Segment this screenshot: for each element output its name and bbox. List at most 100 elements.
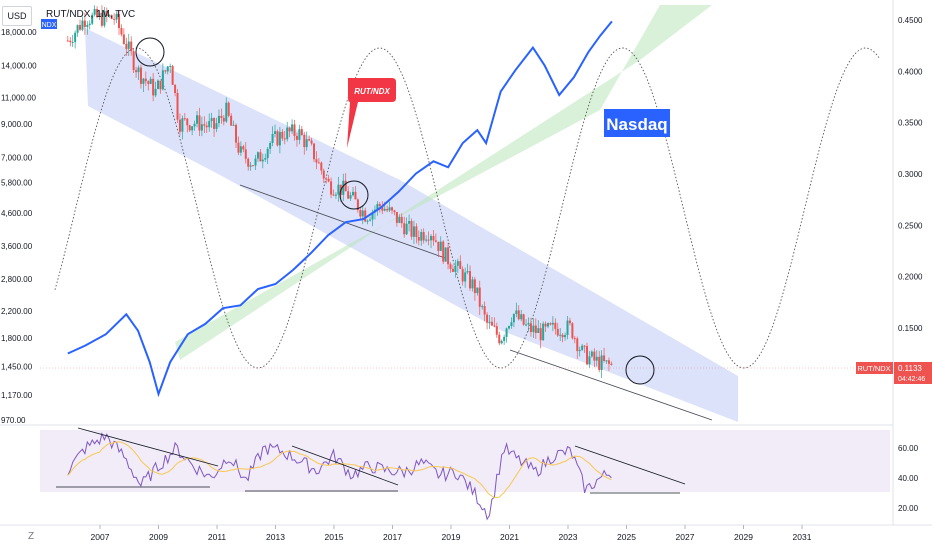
- candle-body: [205, 125, 208, 128]
- candle-body: [149, 78, 152, 84]
- candle-body: [79, 25, 82, 30]
- time-tick-label: 2017: [383, 532, 402, 542]
- left-tick-label: 2,800.00: [1, 275, 33, 284]
- highlight-circle-2024: [625, 355, 655, 385]
- zoom-button[interactable]: Z: [28, 531, 35, 542]
- candle-body: [517, 310, 520, 320]
- candle-body: [317, 162, 320, 164]
- candle-body: [249, 165, 252, 167]
- left-tick-label: 970.00: [1, 416, 26, 425]
- chart-title: RUT/NDX, 1M, TVC: [46, 9, 135, 20]
- candle-body: [313, 143, 316, 160]
- candle-body: [459, 261, 462, 269]
- candle-body: [215, 123, 218, 129]
- candle-body: [291, 124, 294, 132]
- ratio-candles: [66, 5, 613, 378]
- candle-body: [493, 325, 496, 327]
- candle-body: [605, 360, 608, 362]
- candle-body: [590, 351, 593, 357]
- candle-body: [578, 349, 581, 352]
- nasdaq-label: Nasdaq: [606, 115, 667, 134]
- candle-body: [152, 78, 155, 96]
- candle-body: [522, 314, 525, 325]
- candle-body: [432, 235, 435, 241]
- candle-body: [144, 78, 147, 82]
- candle-body: [308, 139, 311, 141]
- candle-body: [527, 323, 530, 325]
- candle-body: [91, 14, 94, 24]
- right-tick-label: 0.1500: [898, 324, 923, 333]
- candle-body: [288, 127, 291, 132]
- candle-body: [410, 220, 413, 237]
- candle-body: [534, 325, 537, 333]
- candle-body: [88, 23, 91, 25]
- candle-body: [157, 80, 160, 89]
- cycle-curve: [54, 47, 880, 369]
- candle-body: [576, 338, 579, 352]
- time-tick-label: 2027: [676, 532, 695, 542]
- time-tick-label: 2021: [500, 532, 519, 542]
- candle-body: [254, 158, 257, 166]
- left-tick-label: 11,000.00: [1, 93, 37, 102]
- candle-body: [415, 226, 418, 238]
- right-tick-label: 0.2500: [898, 221, 923, 230]
- candle-body: [135, 70, 138, 73]
- candle-body: [400, 216, 403, 224]
- candle-body: [595, 356, 598, 361]
- candle-body: [242, 146, 245, 150]
- candle-body: [137, 67, 140, 73]
- candle-body: [554, 322, 557, 329]
- currency-button[interactable]: USD: [2, 6, 32, 26]
- rut-ndx-callout: RUT/NDX: [354, 87, 390, 96]
- candle-body: [295, 135, 298, 140]
- candle-body: [169, 66, 172, 68]
- candle-body: [105, 10, 108, 17]
- candle-body: [610, 363, 613, 365]
- candle-body: [481, 306, 484, 308]
- candle-body: [235, 124, 238, 143]
- candle-body: [293, 124, 296, 136]
- candle-body: [261, 159, 264, 162]
- candle-body: [132, 51, 135, 71]
- candle-body: [551, 322, 554, 325]
- candle-body: [505, 328, 508, 337]
- candle-body: [464, 272, 467, 282]
- candle-body: [256, 152, 259, 159]
- candle-body: [598, 356, 601, 370]
- up-channel: [175, 5, 712, 360]
- candle-body: [166, 66, 169, 72]
- right-tick-label: 0.3000: [898, 170, 923, 179]
- candle-body: [239, 146, 242, 153]
- candle-body: [361, 210, 364, 217]
- candle-body: [568, 320, 571, 324]
- time-tick-label: 2009: [149, 532, 168, 542]
- candle-body: [422, 232, 425, 241]
- candle-body: [561, 334, 564, 338]
- rsi-resistance-3: [574, 445, 686, 485]
- candle-body: [130, 41, 133, 52]
- candle-body: [544, 323, 547, 327]
- right-tick-label: 0.4000: [898, 67, 923, 76]
- right-tick-label: 0.3500: [898, 119, 923, 128]
- candle-body: [386, 208, 389, 211]
- time-tick-label: 2023: [559, 532, 578, 542]
- nasdaq-label-bg: [604, 109, 670, 137]
- candle-body: [200, 124, 203, 131]
- candle-body: [498, 334, 501, 344]
- candle-body: [283, 138, 286, 140]
- candle-body: [486, 314, 489, 323]
- candle-body: [478, 287, 481, 307]
- candle-body: [395, 212, 398, 223]
- candle-body: [198, 115, 201, 131]
- candle-body: [320, 162, 323, 171]
- ndx-badge: NDX: [42, 22, 57, 29]
- candle-body: [278, 131, 281, 146]
- time-tick-label: 2019: [442, 532, 461, 542]
- candle-body: [403, 223, 406, 235]
- candle-body: [495, 326, 498, 335]
- candle-body: [276, 131, 279, 146]
- candle-body: [412, 226, 415, 237]
- price-badge-bg: [894, 362, 932, 384]
- candle-body: [142, 78, 145, 84]
- candle-body: [442, 241, 445, 262]
